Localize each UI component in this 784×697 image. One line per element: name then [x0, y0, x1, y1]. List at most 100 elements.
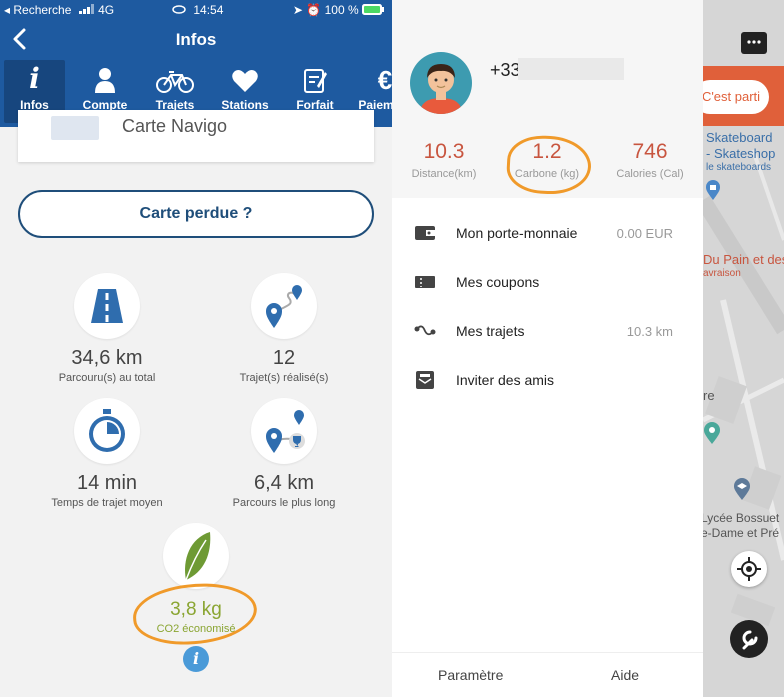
drawer-stat-value: 746 — [632, 140, 668, 163]
time-label: 14:54 — [193, 3, 224, 17]
map-label: Skateboard — [706, 130, 773, 145]
tab-label: Paiement — [358, 98, 392, 112]
school-pin-icon[interactable] — [733, 478, 751, 500]
tab-forfait[interactable]: Forfait — [284, 60, 346, 123]
chat-icon[interactable] — [741, 32, 767, 54]
menu-item-value: 0.00 EUR — [616, 226, 673, 241]
drawer-stat-distance: 10.3 Distance(km) — [394, 140, 494, 180]
status-bar: ◂ Recherche 4G 14:54 ➤ ⏰ 100 % — [0, 0, 392, 20]
stat-value: 3,8 kg — [170, 599, 222, 620]
tab-label: Stations — [221, 98, 269, 112]
stat-co2: 3,8 kg CO2 économisé — [106, 523, 286, 635]
edit-icon — [304, 69, 327, 93]
info-icon: i — [29, 62, 40, 95]
menu-item-label: Mon porte-monnaie — [456, 225, 578, 241]
tab-label: Compte — [82, 98, 128, 112]
stat-value: 12 — [272, 347, 296, 369]
locate-me-button[interactable] — [731, 551, 767, 587]
profile-header: +33 10.3 Distance(km) 1.2 Carbone (kg) 7… — [392, 0, 703, 198]
map-label: Du Pain et des — [703, 252, 784, 267]
tab-compte[interactable]: Compte — [74, 60, 136, 123]
info-icon[interactable]: i — [183, 646, 209, 672]
menu-item-label: Mes coupons — [456, 274, 540, 290]
location-icon: ➤ — [292, 3, 303, 17]
menu-item-trips[interactable]: Mes trajets 10.3 km — [392, 311, 703, 351]
help-button[interactable]: Aide — [611, 667, 640, 683]
drawer-stat-label: Calories (Cal) — [616, 168, 684, 180]
link-icon — [172, 3, 186, 17]
phone-redaction — [518, 58, 624, 80]
drawer-stat-label: Distance(km) — [411, 168, 477, 180]
tab-label: Trajets — [155, 98, 195, 112]
shop-pin-icon[interactable] — [705, 180, 721, 200]
user-avatar-icon — [420, 64, 462, 114]
phone-number: +33 — [490, 60, 521, 80]
menu-item-invite[interactable]: Inviter des amis — [392, 360, 703, 400]
avatar[interactable] — [410, 52, 472, 114]
map-label: - Skateshop — [706, 146, 776, 161]
stat-value: 6,4 km — [253, 472, 315, 494]
navigo-card[interactable]: Carte Navigo — [18, 110, 374, 162]
poi-pin-icon[interactable] — [703, 422, 721, 444]
stat-label: Trajet(s) réalisé(s) — [239, 372, 329, 384]
bicycle-icon — [156, 71, 194, 93]
navigation-header: Infos — [0, 20, 392, 60]
profile-drawer: +33 10.3 Distance(km) 1.2 Carbone (kg) 7… — [392, 0, 703, 697]
stat-distance: 34,6 km Parcouru(s) au total — [17, 273, 197, 384]
map-view[interactable]: C'est parti Skateboard - Skateshop le sk… — [703, 0, 784, 697]
stat-avg-time: 14 min Temps de trajet moyen — [17, 398, 197, 509]
navigo-card-image — [51, 116, 99, 140]
map-label: le skateboards — [706, 162, 772, 173]
heart-icon — [232, 70, 258, 92]
stat-trips: 12 Trajet(s) réalisé(s) — [194, 273, 374, 384]
trophy-route-icon — [266, 410, 305, 453]
menu-item-label: Mes trajets — [456, 323, 525, 339]
invite-icon — [416, 371, 434, 389]
trip-path-icon — [414, 325, 436, 336]
map-label: e-Dame et Pré — [703, 526, 780, 540]
route-icon — [266, 285, 302, 328]
tab-bar: i Infos Compte Trajets Stations Forfait … — [0, 60, 392, 127]
menu-item-wallet[interactable]: Mon porte-monnaie 0.00 EUR — [392, 213, 703, 253]
drawer-stat-carbon: 1.2 Carbone (kg) — [497, 140, 597, 180]
euro-icon: € — [377, 65, 392, 95]
road-icon — [91, 289, 123, 323]
start-ride-button[interactable]: C'est parti — [703, 80, 769, 114]
drawer-stat-calories: 746 Calories (Cal) — [600, 140, 700, 180]
stat-value: 14 min — [76, 472, 138, 494]
back-button[interactable] — [8, 24, 32, 54]
stopwatch-icon — [89, 409, 125, 452]
coupon-icon — [415, 276, 435, 288]
stat-label: Parcours le plus long — [232, 497, 336, 509]
leaf-icon — [185, 532, 211, 581]
battery-label: 100 % — [324, 3, 359, 17]
battery-icon — [362, 3, 384, 18]
drawer-stat-value: 1.2 — [532, 140, 562, 163]
tab-stations[interactable]: Stations — [214, 60, 276, 123]
menu-item-coupons[interactable]: Mes coupons — [392, 262, 703, 302]
tab-paiement[interactable]: € Paiement — [354, 60, 392, 123]
map-label: avraison — [703, 268, 741, 279]
tab-trajets[interactable]: Trajets — [144, 60, 206, 123]
settings-button[interactable]: Paramètre — [438, 667, 504, 683]
stat-label: Parcouru(s) au total — [58, 372, 156, 384]
lost-card-button[interactable]: Carte perdue ? — [18, 190, 374, 238]
drawer-stat-label: Carbone (kg) — [514, 168, 580, 180]
navigo-card-title: Carte Navigo — [122, 116, 228, 136]
crosshair-icon — [737, 557, 761, 581]
stat-label: Temps de trajet moyen — [51, 497, 163, 509]
infos-screen: ◂ Recherche 4G 14:54 ➤ ⏰ 100 % Infos i I… — [0, 0, 392, 697]
stat-longest: 6,4 km Parcours le plus long — [194, 398, 374, 509]
person-icon — [95, 68, 115, 93]
drawer-footer: Paramètre Aide — [392, 652, 703, 697]
carrier-label: ◂ Recherche — [4, 3, 72, 17]
wrench-icon — [742, 630, 758, 650]
alarm-icon: ⏰ — [306, 3, 322, 17]
menu-item-label: Inviter des amis — [456, 372, 555, 388]
repair-button[interactable] — [730, 620, 768, 658]
tab-label: Infos — [20, 98, 49, 112]
menu-item-value: 10.3 km — [626, 324, 673, 339]
tab-label: Forfait — [296, 98, 334, 112]
drawer-stat-value: 10.3 — [423, 140, 465, 163]
network-label: 4G — [98, 3, 115, 17]
